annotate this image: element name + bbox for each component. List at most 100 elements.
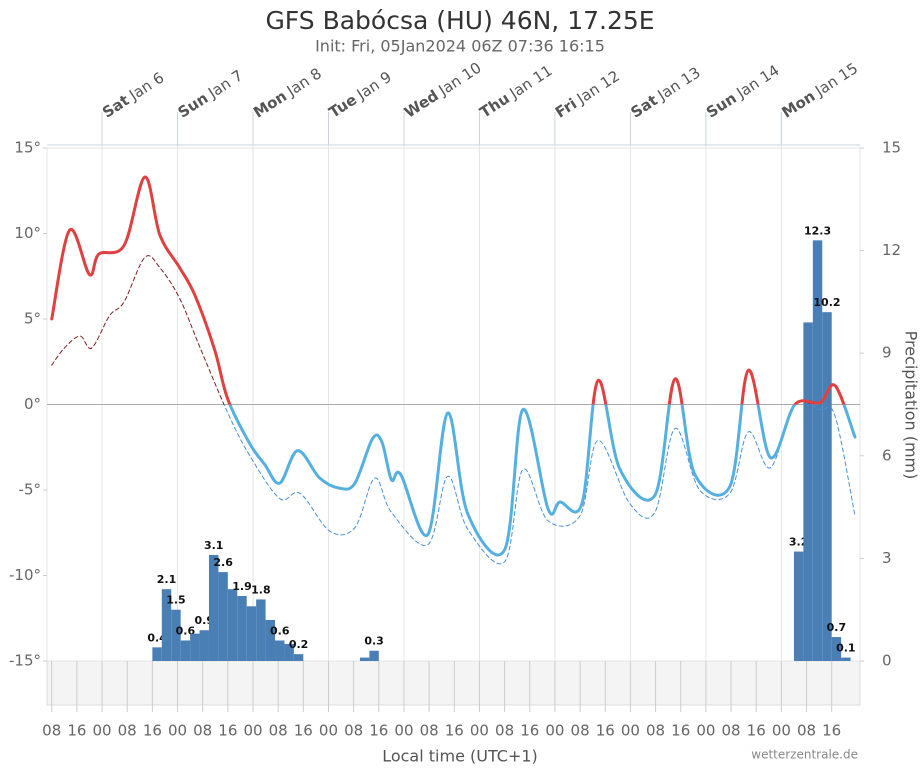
day-name: Fri bbox=[552, 94, 580, 121]
precip-bar bbox=[237, 596, 247, 661]
y-tick-label: 10° bbox=[14, 224, 41, 242]
x-tick-label: 08 bbox=[495, 722, 514, 740]
x-tick-label: 16 bbox=[294, 722, 313, 740]
precip-bar bbox=[284, 643, 294, 661]
x-tick-label: 00 bbox=[621, 722, 640, 740]
x-tick-label: 00 bbox=[319, 722, 338, 740]
precip-bar bbox=[369, 650, 379, 661]
precip-bar bbox=[180, 640, 191, 661]
day-name: Sat bbox=[99, 91, 132, 121]
day-name: Sun bbox=[174, 89, 211, 122]
day-date: Jan 13 bbox=[653, 63, 703, 104]
day-date: Jan 6 bbox=[125, 68, 167, 104]
day-date: Jan 12 bbox=[573, 66, 623, 107]
x-tick-label: 00 bbox=[394, 722, 413, 740]
precip-bar bbox=[199, 630, 209, 661]
x-tick-label: 16 bbox=[671, 722, 690, 740]
value-label: 1.8 bbox=[251, 583, 271, 596]
x-tick-label: 08 bbox=[344, 722, 363, 740]
x-tick-label: 08 bbox=[118, 722, 137, 740]
day-label: FriJan 12 bbox=[552, 66, 623, 121]
x-tick-label: 00 bbox=[92, 722, 111, 740]
y-tick-label: 0° bbox=[24, 395, 41, 413]
day-name: Mon bbox=[250, 86, 290, 121]
x-tick-label: 08 bbox=[571, 722, 590, 740]
day-label: WedJan 10 bbox=[401, 58, 485, 121]
precip-bar bbox=[190, 633, 200, 661]
x-tick-label: 16 bbox=[445, 722, 464, 740]
day-label: SatJan 13 bbox=[627, 63, 703, 121]
day-label: MonJan 15 bbox=[778, 59, 861, 121]
precip-bar bbox=[208, 554, 219, 661]
y2-tick-label: 6 bbox=[882, 446, 892, 464]
precip-bar bbox=[812, 240, 823, 661]
day-date: Jan 11 bbox=[505, 61, 555, 102]
value-label: 0.3 bbox=[364, 635, 384, 648]
x-tick-label: 00 bbox=[545, 722, 564, 740]
y2-tick-label: 9 bbox=[882, 344, 892, 362]
precip-bar bbox=[161, 589, 172, 661]
day-date: Jan 8 bbox=[282, 64, 324, 100]
x-tick-label: 08 bbox=[193, 722, 212, 740]
x-tick-label: 00 bbox=[243, 722, 262, 740]
value-label: 1.9 bbox=[232, 580, 252, 593]
temperature-line bbox=[50, 175, 857, 557]
precip-bar bbox=[293, 654, 304, 661]
day-name: Tue bbox=[325, 90, 359, 121]
precip-bar bbox=[831, 637, 842, 661]
x-tick-label: 08 bbox=[269, 722, 288, 740]
x-tick-label: 16 bbox=[218, 722, 237, 740]
day-name: Wed bbox=[401, 86, 442, 121]
precip-bar bbox=[822, 312, 832, 661]
x-axis-label: Local time (UTC+1) bbox=[382, 747, 538, 766]
precip-bar bbox=[227, 589, 238, 661]
x-tick-label: 08 bbox=[722, 722, 741, 740]
y-tick-label: -10° bbox=[9, 566, 41, 584]
value-label: 0.1 bbox=[836, 642, 856, 655]
precip-bar bbox=[359, 657, 370, 661]
day-label: ThuJan 11 bbox=[476, 61, 555, 121]
value-label: 0.7 bbox=[827, 621, 847, 634]
day-date: Jan 9 bbox=[353, 67, 395, 103]
value-label: 10.2 bbox=[813, 296, 840, 309]
day-name: Mon bbox=[778, 86, 818, 121]
precip-bar bbox=[275, 640, 285, 661]
value-label: 12.3 bbox=[804, 224, 831, 237]
precip-bar bbox=[256, 599, 266, 661]
x-tick-label: 16 bbox=[143, 722, 162, 740]
dewpoint-line bbox=[51, 255, 856, 565]
value-label: 0.6 bbox=[270, 624, 290, 637]
x-tick-label: 08 bbox=[420, 722, 439, 740]
x-tick-label: 00 bbox=[470, 722, 489, 740]
precip-bar bbox=[841, 657, 851, 661]
x-tick-label: 08 bbox=[797, 722, 816, 740]
y2-tick-label: 12 bbox=[882, 241, 901, 259]
value-label: 2.6 bbox=[213, 556, 233, 569]
day-name: Thu bbox=[476, 89, 512, 121]
day-date: Jan 7 bbox=[204, 66, 246, 102]
chart-subtitle: Init: Fri, 05Jan2024 06Z 07:36 16:15 bbox=[315, 37, 605, 56]
day-name: Sun bbox=[703, 89, 740, 122]
x-tick-label: 16 bbox=[822, 722, 841, 740]
y-tick-label: -15° bbox=[9, 652, 41, 670]
y2-axis-label: Precipitation (mm) bbox=[902, 331, 921, 480]
x-tick-label: 16 bbox=[369, 722, 388, 740]
precip-bar bbox=[218, 572, 228, 661]
precip-bar bbox=[793, 551, 804, 661]
precip-bar bbox=[152, 647, 162, 661]
day-label: TueJan 9 bbox=[325, 67, 394, 121]
precip-bar bbox=[171, 609, 181, 661]
x-tick-label: 16 bbox=[67, 722, 86, 740]
x-tick-label: 16 bbox=[747, 722, 766, 740]
chart-title: GFS Babócsa (HU) 46N, 17.25E bbox=[265, 6, 654, 35]
y2-tick-label: 15 bbox=[882, 139, 901, 157]
y-tick-label: -5° bbox=[19, 481, 41, 499]
y2-tick-label: 0 bbox=[882, 652, 892, 670]
precip-bar bbox=[265, 619, 276, 661]
day-label: SatJan 6 bbox=[99, 68, 167, 121]
precip-bar bbox=[246, 606, 257, 661]
day-label: SunJan 14 bbox=[703, 61, 783, 121]
day-name: Sat bbox=[627, 91, 660, 121]
wind-strip bbox=[46, 660, 861, 706]
